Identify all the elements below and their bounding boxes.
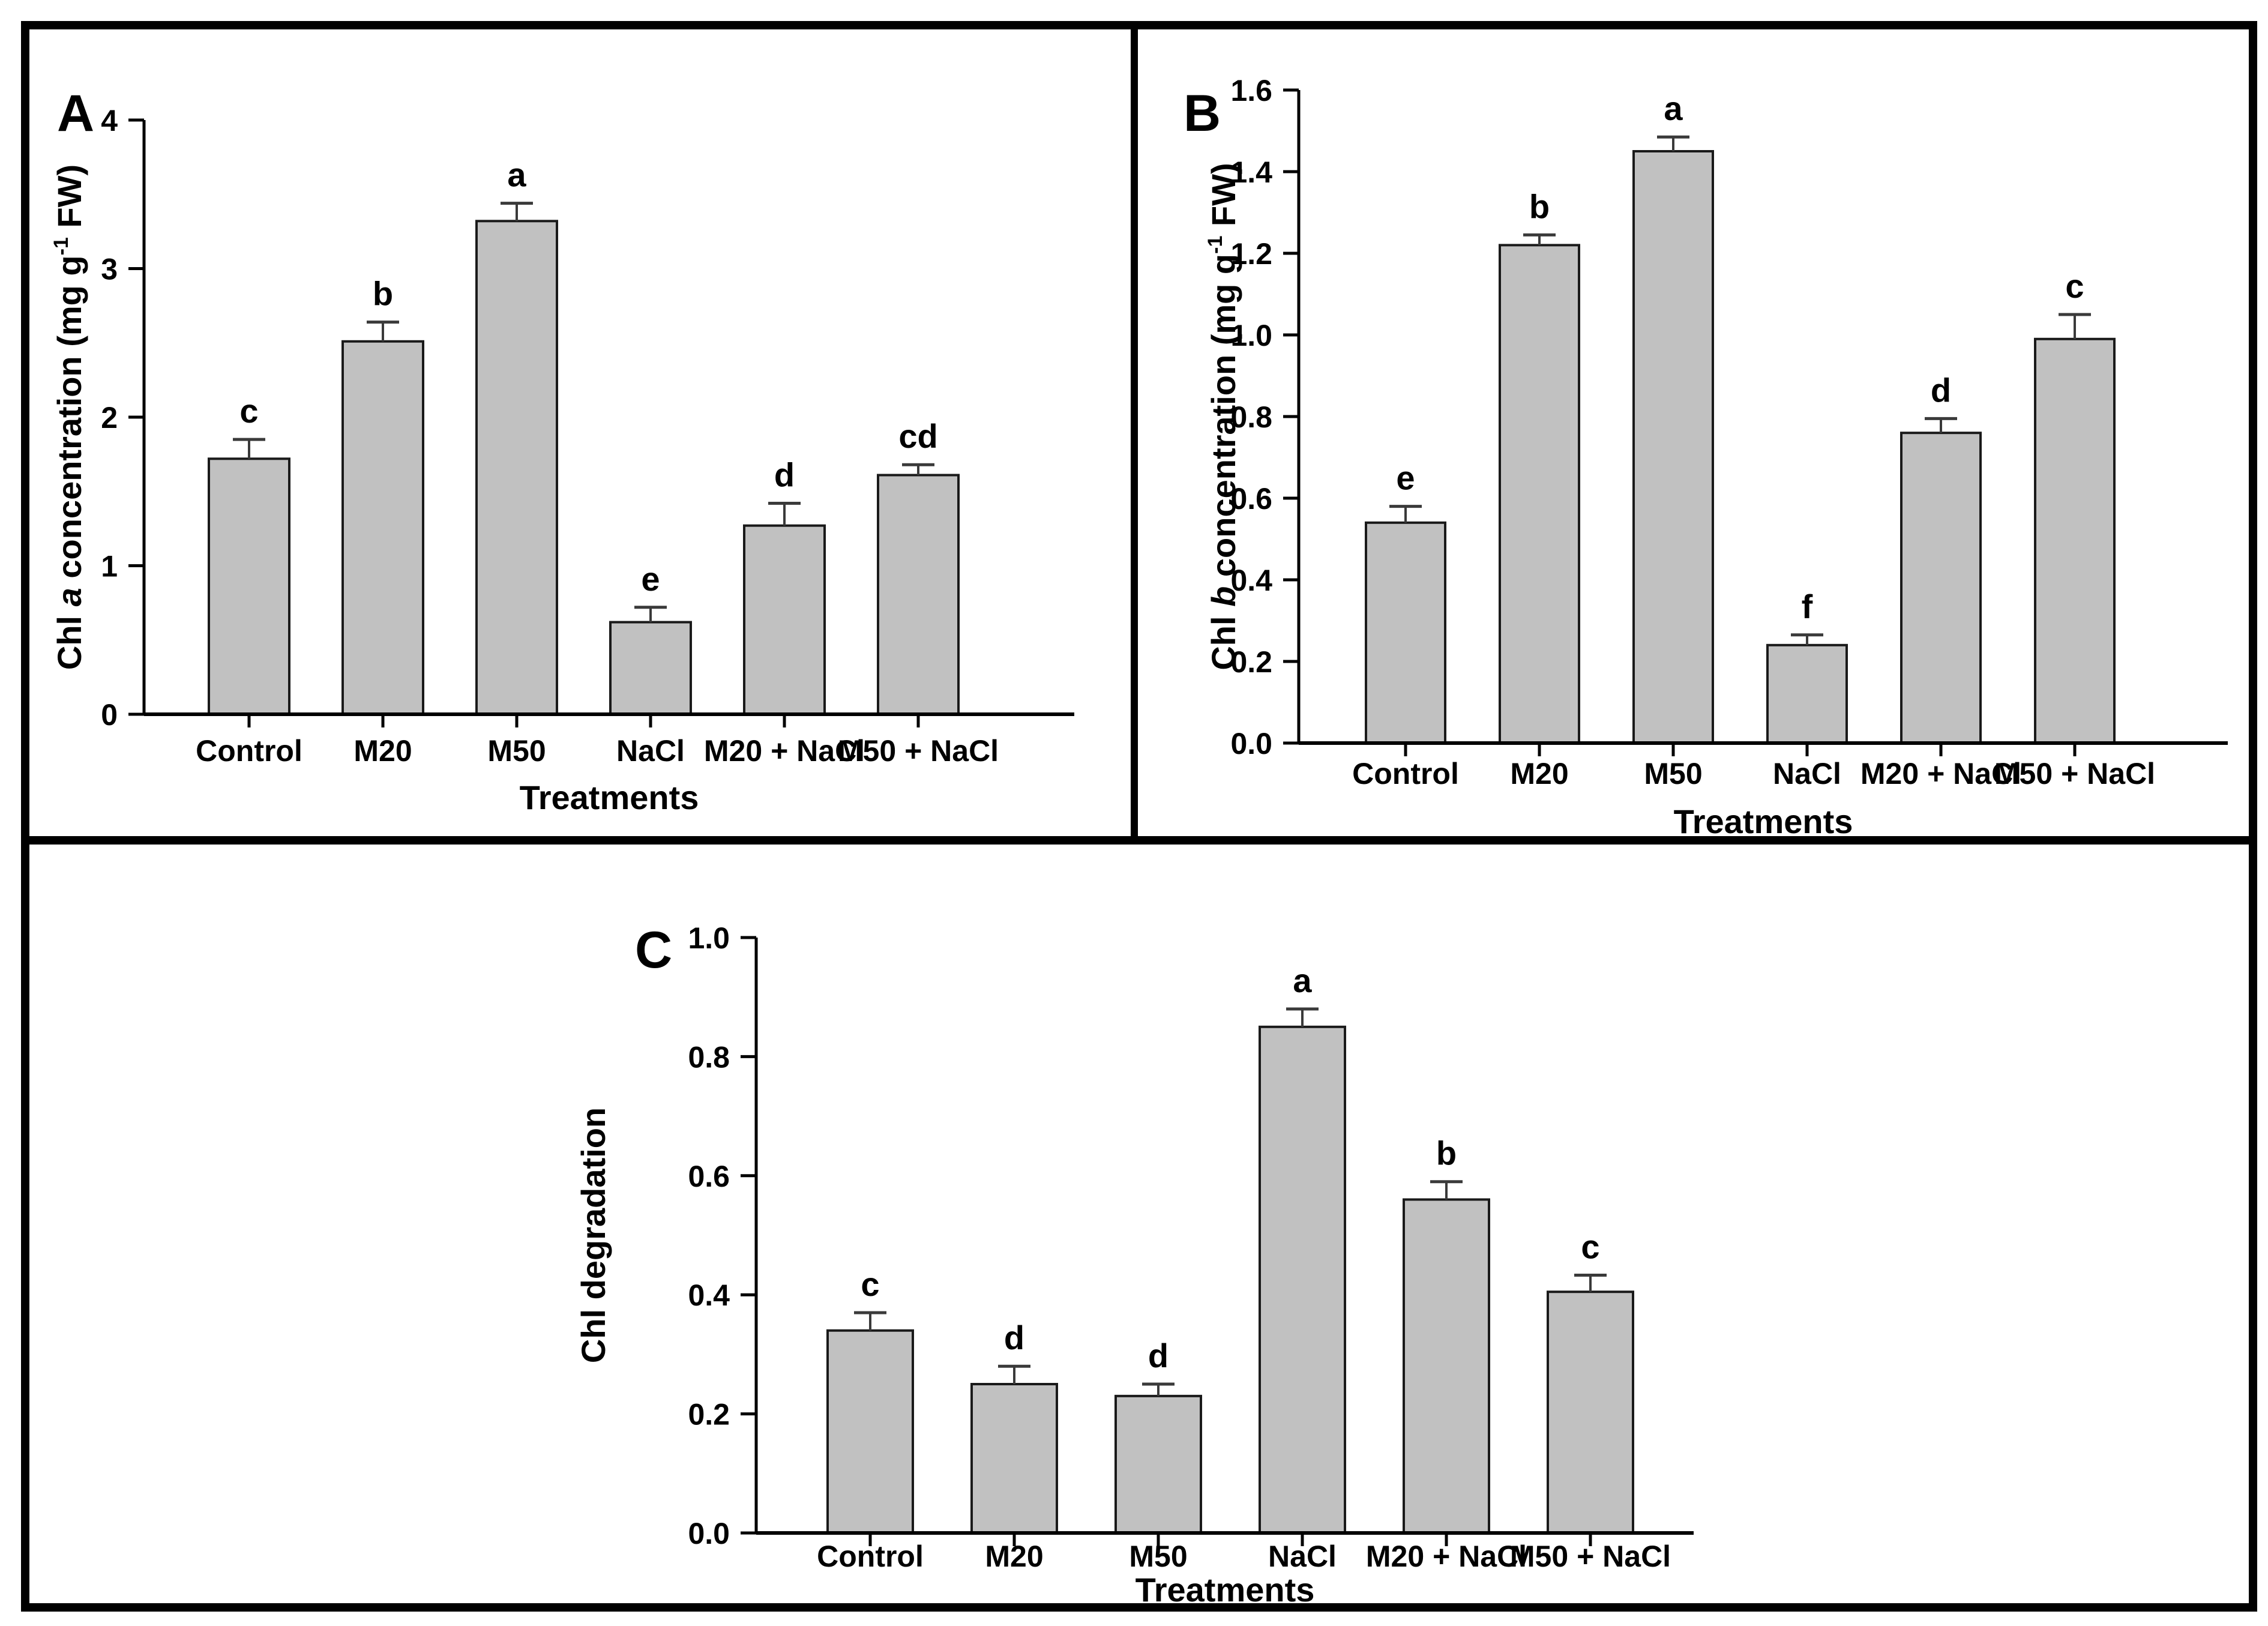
- y-tick-label: 3: [101, 253, 118, 286]
- y-tick-label: 1.0: [1230, 319, 1272, 352]
- category-label: NaCl: [616, 734, 685, 768]
- category-label: M20: [353, 734, 412, 768]
- bar: [1259, 1025, 1346, 1535]
- category-label: M20 + NaCl: [704, 734, 865, 768]
- category-label: M20 + NaCl: [1860, 757, 2021, 790]
- sig-letter: d: [1004, 1319, 1024, 1357]
- sig-letter: c: [239, 392, 258, 430]
- category-label: M20: [1510, 757, 1568, 790]
- category-label: M20 + NaCl: [1366, 1540, 1527, 1573]
- sig-letter: c: [1581, 1227, 1599, 1265]
- bar: [743, 524, 826, 715]
- bar: [1365, 521, 1446, 744]
- panel-letter: C: [635, 921, 672, 979]
- panel-c-chart: C 0.0 0.2 0.4 0.6 0.8 1.0 c Control d M20 d M50 a NaCl…: [574, 921, 1694, 1609]
- y-tick-label: 0.4: [688, 1278, 730, 1312]
- panel-a-chart: A 0 1 2 3 4 c Control b M20 a M50 e NaCl d M20 + NaCl cd…: [50, 85, 1074, 816]
- sig-letter: c: [861, 1265, 879, 1303]
- category-label: M20: [985, 1540, 1043, 1573]
- y-tick-label: 1.2: [1230, 237, 1272, 271]
- bar: [1403, 1198, 1490, 1534]
- y-tick-label: 0.0: [1230, 727, 1272, 760]
- sig-letter: a: [1293, 962, 1312, 999]
- y-tick-label: 1: [101, 550, 118, 583]
- sig-letter: e: [1396, 459, 1415, 497]
- category-label: M50 + NaCl: [1994, 757, 2155, 790]
- y-tick-label: 0.4: [1230, 564, 1272, 597]
- sig-letter: e: [641, 560, 660, 598]
- bar: [2034, 337, 2116, 744]
- bar: [877, 474, 960, 716]
- y-tick-label: 0.6: [1230, 482, 1272, 516]
- category-label: M50 + NaCl: [838, 734, 999, 768]
- category-label: M50: [1644, 757, 1702, 790]
- bar: [341, 340, 424, 715]
- y-tick-label: 0.2: [1230, 645, 1272, 679]
- y-tick-label: 0.8: [688, 1040, 730, 1074]
- y-tick-label: 0.6: [688, 1160, 730, 1193]
- y-tick-label: 0.8: [1230, 400, 1272, 434]
- bar: [826, 1329, 914, 1534]
- sig-letter: d: [774, 456, 795, 494]
- y-tick-label: 1.0: [688, 921, 730, 955]
- y-tick-label: 2: [101, 401, 118, 435]
- panel-letter: B: [1184, 85, 1221, 142]
- y-tick-label: 1.4: [1230, 155, 1272, 189]
- figure-border: [21, 21, 2257, 1612]
- y-axis-title: Chl a concentration (mg g-1 FW): [50, 164, 88, 670]
- bar: [1547, 1290, 1634, 1534]
- bar: [475, 220, 558, 715]
- sig-letter: b: [1436, 1134, 1457, 1172]
- category-label: Control: [1352, 757, 1459, 790]
- x-axis-title: Treatments: [1674, 802, 1853, 840]
- y-axis-title: Chl b concentration (mg g-1 FW): [1204, 163, 1242, 670]
- sig-letter: c: [2065, 267, 2084, 305]
- y-tick-label: 4: [101, 104, 118, 137]
- sig-letter: d: [1148, 1337, 1169, 1375]
- sig-letter: b: [1529, 187, 1550, 225]
- bar: [1114, 1394, 1202, 1535]
- sig-letter: b: [373, 275, 393, 313]
- category-label: M50: [1129, 1540, 1187, 1573]
- x-axis-title: Treatments: [1136, 1571, 1315, 1609]
- y-tick-label: 0.0: [688, 1517, 730, 1550]
- panel-letter: A: [57, 85, 94, 142]
- category-label: NaCl: [1773, 757, 1841, 790]
- bar: [609, 621, 692, 716]
- bar: [1499, 244, 1580, 744]
- y-tick-label: 0.2: [688, 1398, 730, 1432]
- category-label: M50: [487, 734, 546, 768]
- x-axis-title: Treatments: [520, 778, 699, 816]
- sig-letter: cd: [898, 417, 937, 455]
- y-tick-label: 1.6: [1230, 74, 1272, 107]
- bar: [208, 457, 290, 715]
- panel-b-chart: B 0.0 0.2 0.4 0.6 0.8 1.0 1.2 1.4 1.6 e Control b M20…: [1184, 74, 2228, 840]
- category-label: NaCl: [1268, 1540, 1337, 1573]
- category-label: Control: [817, 1540, 924, 1573]
- category-label: M50 + NaCl: [1510, 1540, 1671, 1573]
- y-tick-label: 0: [101, 698, 118, 732]
- y-axis-title: Chl degradation: [574, 1107, 612, 1363]
- category-label: Control: [196, 734, 302, 768]
- sig-letter: a: [1664, 89, 1683, 127]
- sig-letter: f: [1802, 588, 1813, 625]
- sig-letter: d: [1931, 371, 1951, 409]
- bar: [1900, 432, 1982, 744]
- bar: [1632, 150, 1714, 744]
- sig-letter: a: [507, 156, 526, 194]
- bar: [970, 1383, 1058, 1534]
- bar: [1766, 643, 1848, 745]
